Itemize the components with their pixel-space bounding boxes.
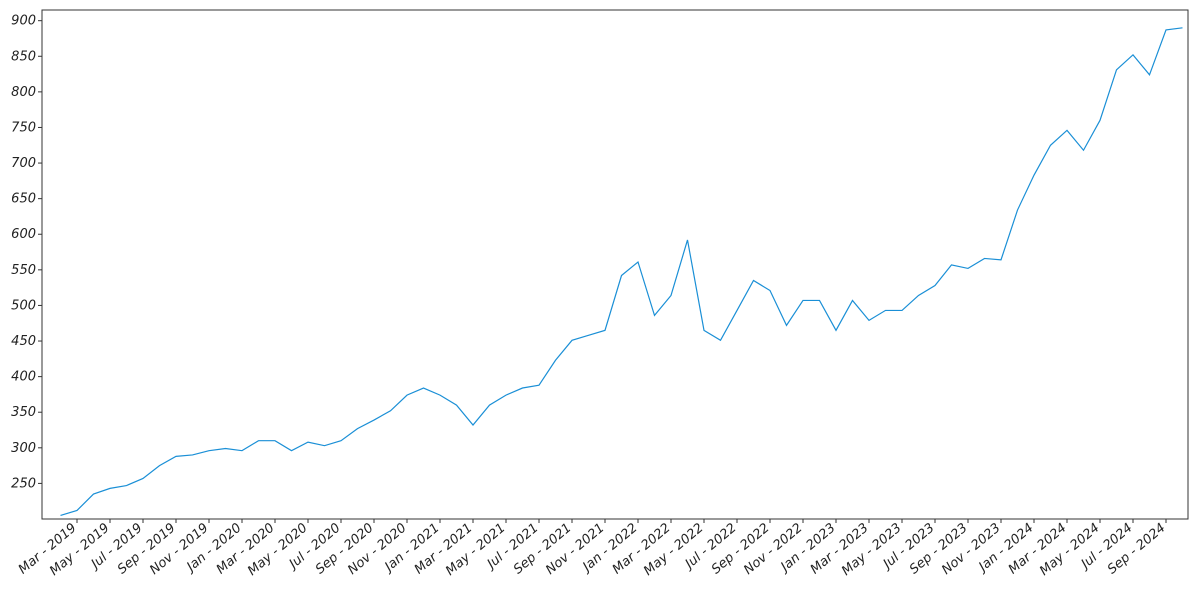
y-tick-label: 850 (11, 49, 36, 64)
plot-frame (41, 9, 1189, 520)
y-tick-label: 700 (11, 156, 36, 171)
y-tick-label: 350 (11, 405, 36, 420)
y-tick-label: 250 (11, 476, 36, 491)
y-tick-label: 550 (11, 263, 36, 278)
y-tick-label: 800 (11, 85, 36, 100)
y-tick-label: 650 (11, 192, 36, 207)
y-tick-label: 900 (11, 14, 36, 29)
y-tick-label: 300 (11, 441, 36, 456)
y-tick-label: 750 (11, 120, 36, 135)
y-tick-label: 450 (11, 334, 36, 349)
y-tick-label: 600 (11, 227, 36, 242)
y-tick-label: 400 (11, 370, 36, 385)
y-tick-label: 500 (11, 298, 36, 313)
data-line (60, 27, 1183, 517)
